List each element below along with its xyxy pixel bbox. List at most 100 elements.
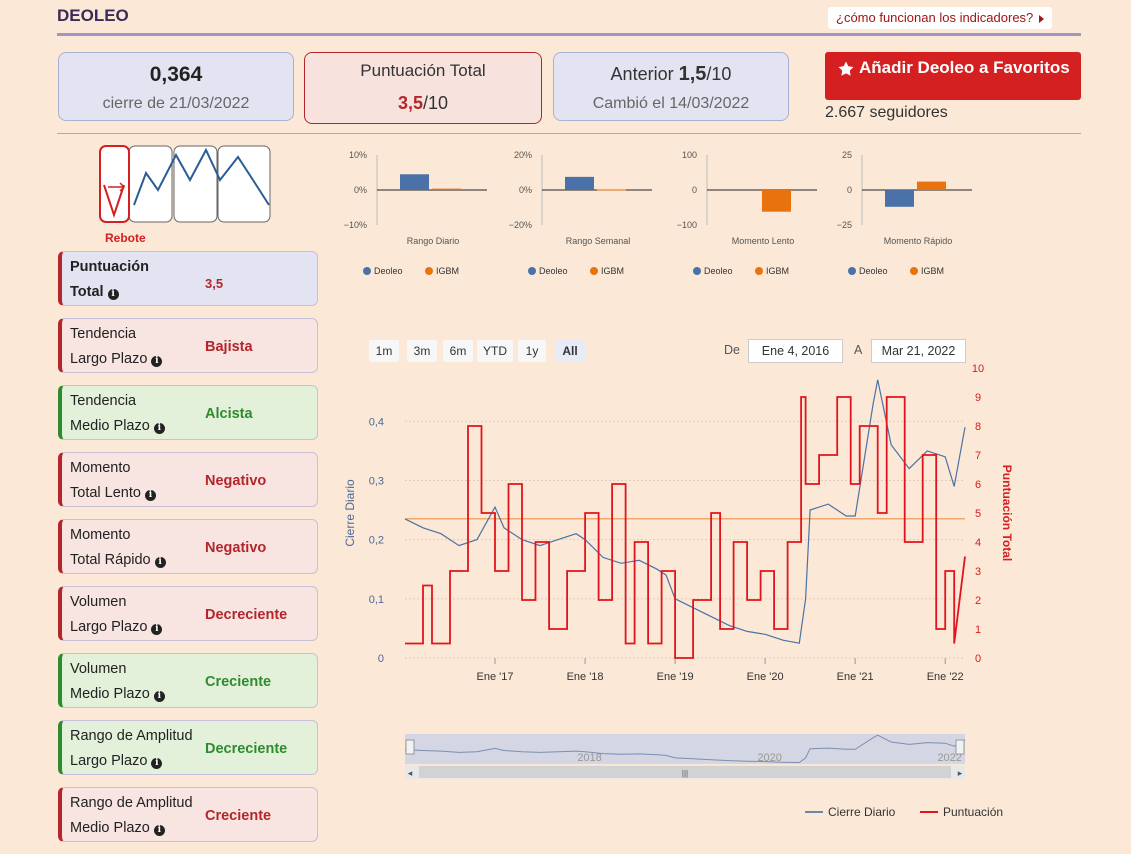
mini-tick-label: 20% (514, 150, 532, 160)
navigator-handle[interactable] (405, 739, 415, 755)
mini-tick-label: 25 (842, 150, 852, 160)
range-button-all[interactable]: All (555, 340, 585, 362)
legend-item[interactable]: Deoleo (859, 266, 888, 276)
legend-dot (590, 267, 598, 275)
mini-tick-label: 0% (354, 185, 367, 195)
mini-bar-igbm (762, 190, 791, 212)
score-value: 3,5 (397, 93, 423, 113)
mini-tick-label: 0 (847, 185, 852, 195)
legend-dot (910, 267, 918, 275)
indicator-card[interactable]: Tendencia Medio Plazo i Alcista (58, 385, 318, 440)
indicator-title: Momento (70, 460, 131, 476)
how-indicators-link[interactable]: ¿cómo funcionan los indicadores? (828, 7, 1053, 29)
indicator-title: Rango de Amplitud (70, 728, 193, 744)
indicator-subtitle: Total Rápido (70, 552, 151, 568)
info-icon[interactable]: i (153, 825, 165, 836)
indicator-title: Volumen (70, 661, 127, 677)
info-icon[interactable]: i (153, 423, 165, 434)
series-cierre-diario (404, 379, 966, 644)
indicator-subtitle: Largo Plazo (70, 351, 148, 367)
info-icon[interactable]: i (151, 356, 163, 367)
price-date: cierre de 21/03/2022 (102, 95, 250, 112)
add-favorite-button[interactable]: Añadir Deoleo a Favoritos (825, 52, 1081, 100)
legend-item[interactable]: Cierre Diario (828, 805, 896, 819)
x-tick-label: Ene '18 (567, 671, 604, 683)
navigator-scroll-thumb[interactable] (419, 766, 951, 778)
indicator-card[interactable]: Volumen Largo Plazo i Decreciente (58, 586, 318, 641)
indicator-card[interactable]: Momento Total Lento i Negativo (58, 452, 318, 507)
price-card: 0,364 cierre de 21/03/2022 (58, 52, 294, 121)
y-left-tick: 0,4 (369, 416, 384, 428)
scroll-left-icon[interactable]: ◂ (408, 768, 413, 778)
mini-tick-label: −20% (509, 220, 532, 230)
info-icon[interactable]: i (153, 691, 165, 702)
grip-icon: ||| (682, 769, 688, 778)
legend-item[interactable]: IGBM (436, 266, 459, 276)
from-date-input[interactable]: Ene 4, 2016 (748, 339, 843, 363)
indicator-value: Negativo (205, 473, 267, 489)
indicator-card[interactable]: Tendencia Largo Plazo i Bajista (58, 318, 318, 373)
indicator-value: Decreciente (205, 741, 288, 757)
score-label: Puntuación Total (360, 61, 486, 80)
info-icon[interactable]: i (151, 758, 163, 769)
navigator-series (404, 734, 966, 764)
mini-chart: 25 0 −25 Momento Rápido Deoleo IGBM (837, 150, 972, 276)
y-right-tick: 4 (975, 537, 981, 549)
y-right-tick: 9 (975, 392, 981, 404)
indicator-subtitle: Total Lento (70, 485, 141, 501)
x-tick-label: Ene '19 (657, 671, 694, 683)
indicator-title: Momento (70, 527, 131, 543)
indicator-value: Negativo (205, 540, 267, 556)
legend-item[interactable]: Deoleo (539, 266, 568, 276)
legend-dot (363, 267, 371, 275)
legend-dot (425, 267, 433, 275)
info-icon[interactable]: i (151, 624, 163, 635)
range-button-1y[interactable]: 1y (518, 340, 546, 362)
y-right-tick: 5 (975, 508, 981, 520)
y-right-tick: 2 (975, 595, 981, 607)
range-button-ytd[interactable]: YTD (477, 340, 513, 362)
x-tick-label: Ene '21 (837, 671, 874, 683)
range-button-3m[interactable]: 3m (407, 340, 437, 362)
from-label: De (724, 343, 740, 357)
indicator-value: Creciente (205, 674, 272, 690)
indicator-card[interactable]: Volumen Medio Plazo i Creciente (58, 653, 318, 708)
info-icon[interactable]: i (107, 289, 119, 300)
legend-item[interactable]: Deoleo (374, 266, 403, 276)
to-label: A (854, 343, 863, 357)
indicator-title: Tendencia (70, 393, 137, 409)
indicator-title: Puntuación (70, 259, 149, 275)
indicator-card[interactable]: Momento Total Rápido i Negativo (58, 519, 318, 574)
legend-dot (693, 267, 701, 275)
mini-chart: 20% 0% −20% Rango Semanal Deoleo IGBM (509, 150, 652, 276)
info-icon[interactable]: i (144, 490, 156, 501)
mini-tick-label: 10% (349, 150, 367, 160)
scroll-right-icon[interactable]: ▸ (958, 768, 963, 778)
indicator-value: Alcista (205, 406, 253, 422)
previous-score: 1,5 (678, 63, 707, 85)
indicator-card[interactable]: Rango de Amplitud Medio Plazo i Creciente (58, 787, 318, 842)
navigator-label: 2022 (937, 752, 961, 764)
legend-item[interactable]: IGBM (766, 266, 789, 276)
indicator-subtitle: Total (70, 284, 104, 300)
mini-tick-label: 0 (692, 185, 697, 195)
range-button-6m[interactable]: 6m (443, 340, 473, 362)
legend-item[interactable]: Puntuación (943, 805, 1003, 819)
section-divider (57, 133, 1081, 134)
navigator-window[interactable] (405, 734, 965, 764)
indicator-card[interactable]: Puntuación Total i 3,5 (58, 251, 318, 306)
info-icon[interactable]: i (154, 557, 166, 568)
score-out-of: /10 (423, 93, 449, 113)
legend-item[interactable]: Deoleo (704, 266, 733, 276)
to-date-input[interactable]: Mar 21, 2022 (871, 339, 966, 363)
y-right-tick: 3 (975, 566, 981, 578)
mini-axis-label: Rango Semanal (566, 236, 631, 246)
mini-bar-deoleo (565, 176, 594, 190)
caret-right-icon (1039, 14, 1045, 23)
legend-item[interactable]: IGBM (921, 266, 944, 276)
legend-item[interactable]: IGBM (601, 266, 624, 276)
navigator-handle[interactable] (955, 739, 965, 755)
indicator-card[interactable]: Rango de Amplitud Largo Plazo i Decreciente (58, 720, 318, 775)
range-button-1m[interactable]: 1m (369, 340, 399, 362)
y-right-tick: 7 (975, 450, 981, 462)
